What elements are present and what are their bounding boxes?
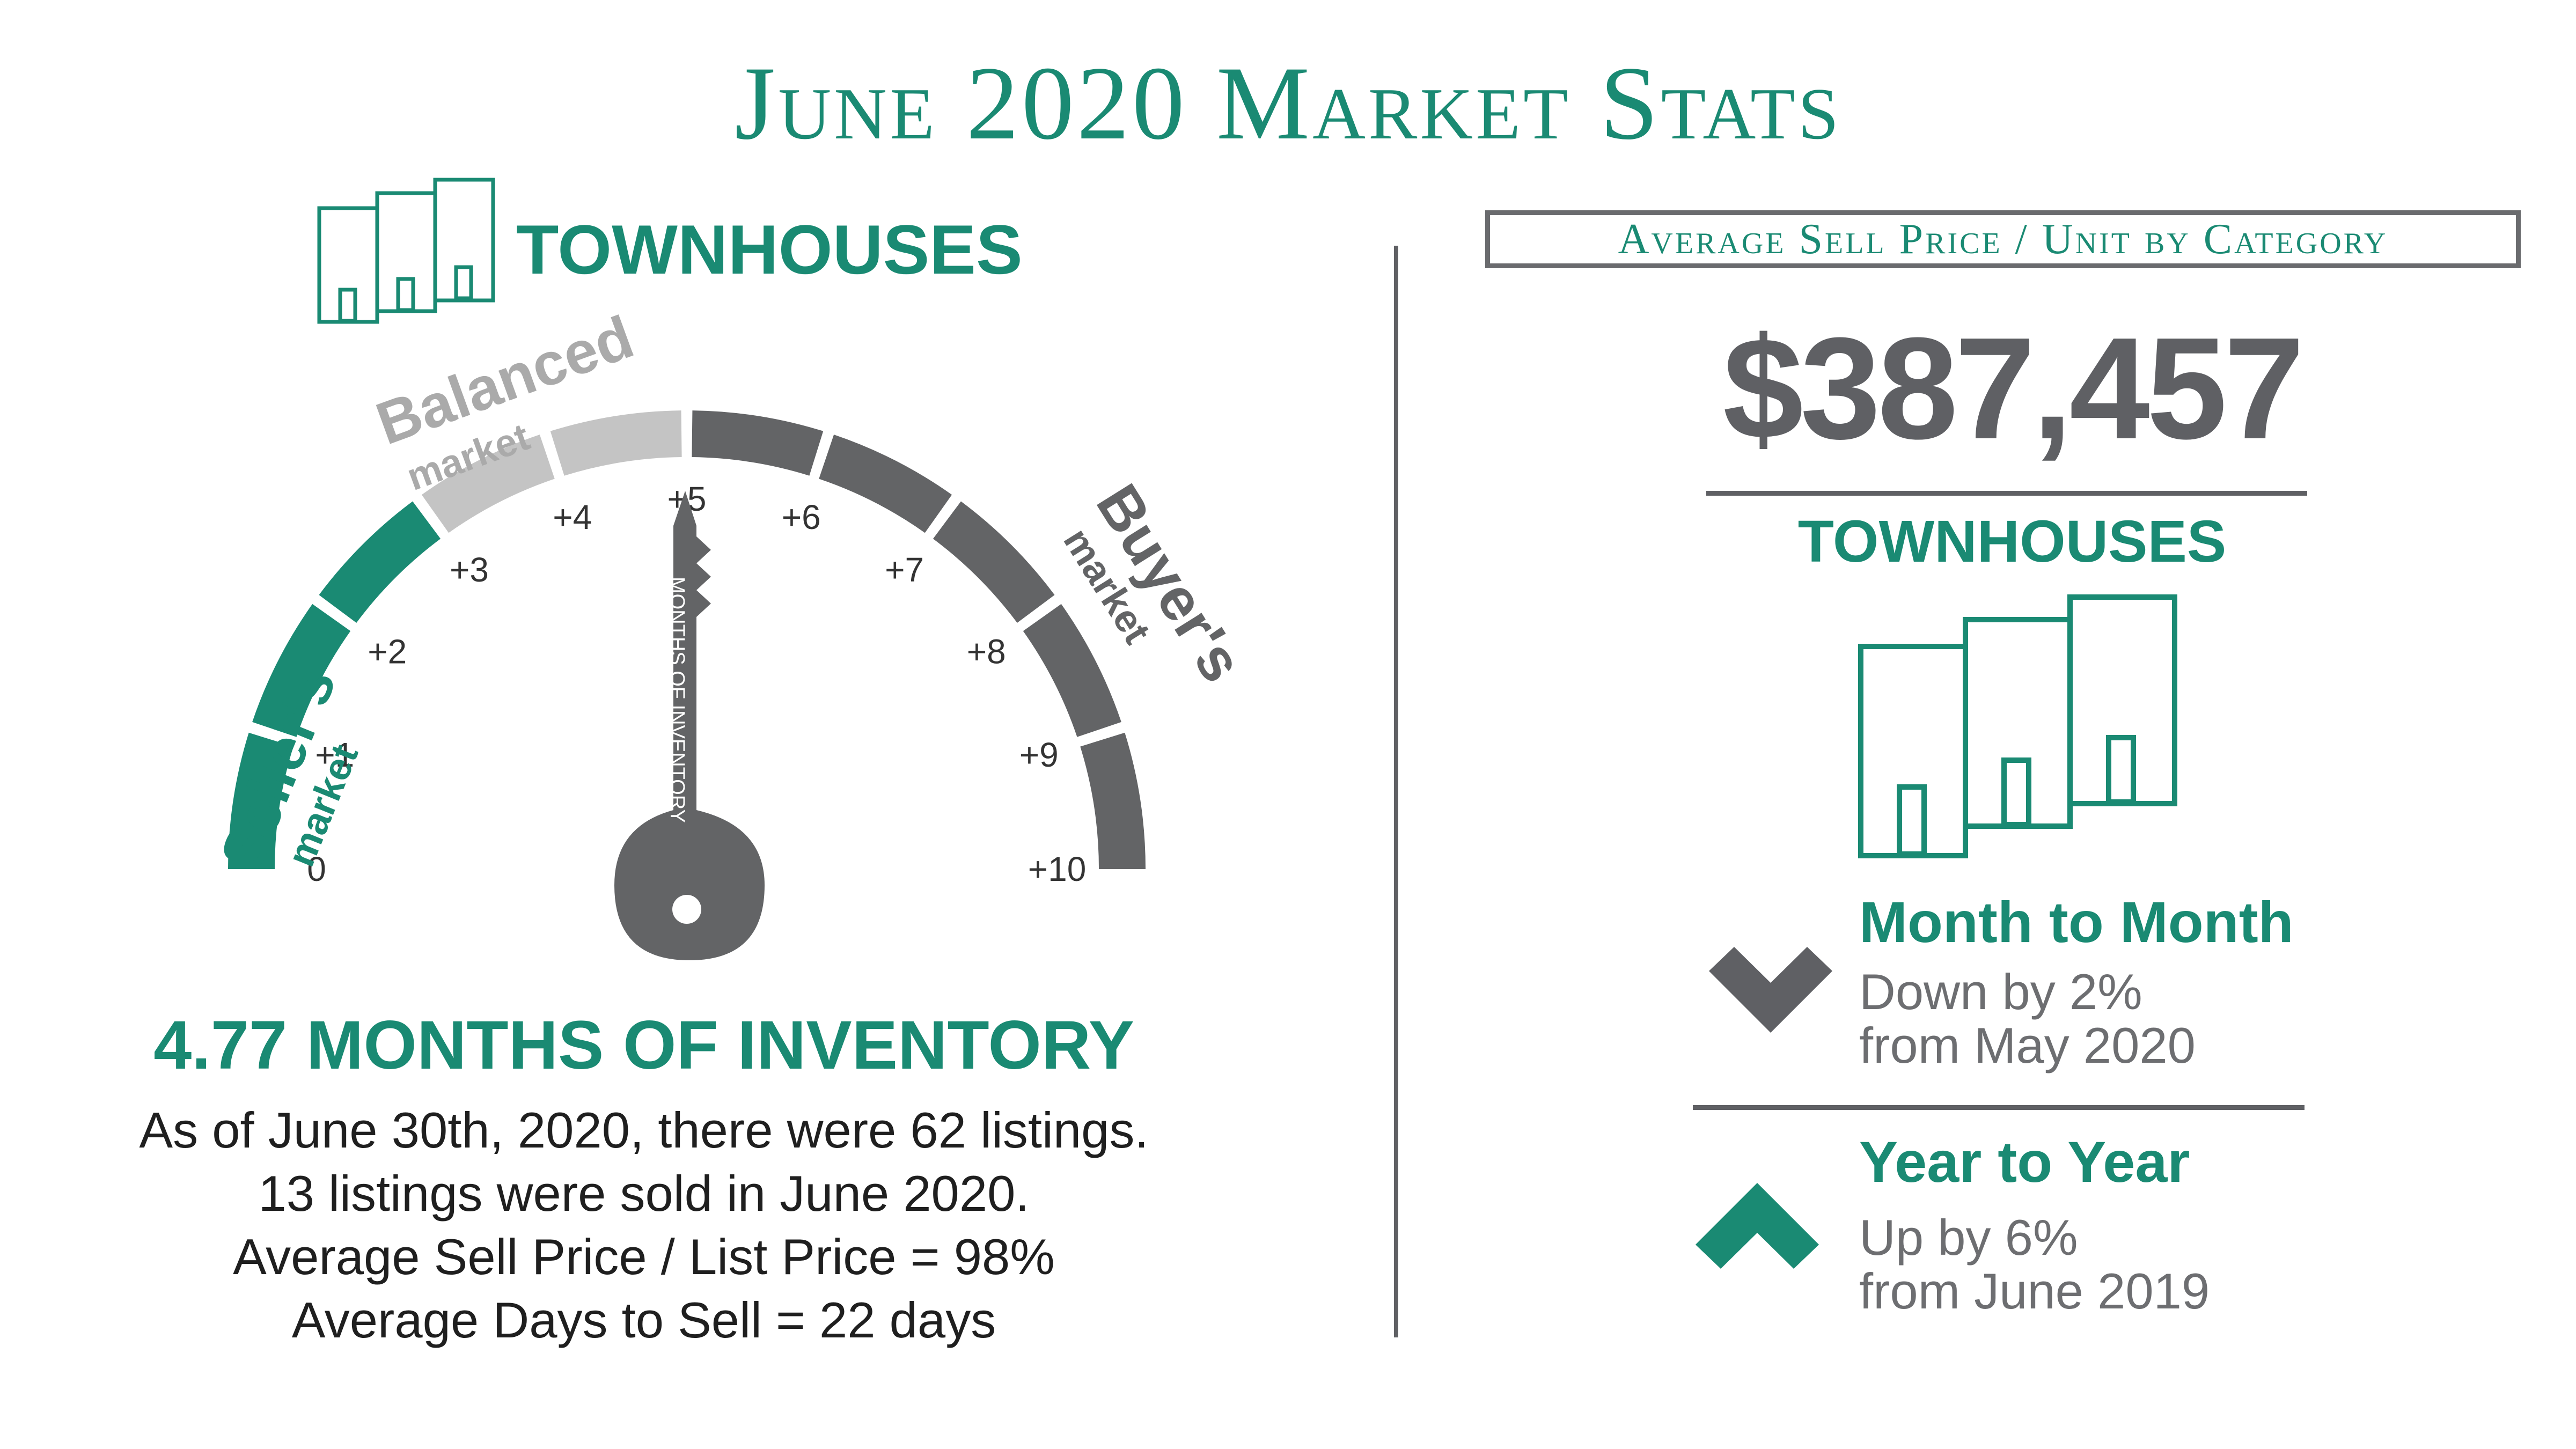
inventory-line-2: 13 listings were sold in June 2020.	[258, 1165, 1030, 1222]
year-to-year-title: Year to Year	[1859, 1129, 2190, 1194]
chevron-up-icon	[1696, 1183, 1819, 1269]
month-to-month-period: from May 2020	[1859, 1017, 2196, 1073]
gauge-segment-9	[1023, 604, 1121, 737]
left-category-label: TOWNHOUSES	[516, 210, 1023, 289]
inventory-gauge: 0+1+2+3+4+5+6+7+8+9+10 Seller's market B…	[207, 303, 1256, 960]
gauge-tick-label: +9	[1019, 735, 1059, 774]
gauge-segment-10	[1080, 732, 1146, 869]
category-box-label: Average Sell Price / Unit by Category	[1618, 216, 2388, 263]
gauge-tick-label: +3	[450, 550, 489, 589]
gauge-segment-8	[933, 501, 1055, 623]
gauge-tick-label: +8	[967, 632, 1006, 671]
gauge-segment-7	[819, 435, 952, 533]
gauge-tick-label: +10	[1028, 850, 1087, 888]
key-value: 4.77M	[710, 622, 758, 741]
gauge-segment-2	[252, 604, 351, 737]
gauge-segment-3	[319, 501, 441, 623]
inventory-headline: 4.77 MONTHS OF INVENTORY	[153, 1007, 1134, 1084]
right-category-label: TOWNHOUSES	[1797, 509, 2227, 575]
average-price: $387,457	[1722, 308, 2305, 469]
inventory-line-4: Average Days to Sell = 22 days	[291, 1292, 996, 1348]
gauge-segment-5	[550, 410, 682, 476]
gauge-segment-6	[692, 410, 824, 476]
gauge-tick-label: +1	[315, 735, 354, 774]
key-icon	[614, 491, 765, 960]
month-to-month-title: Month to Month	[1859, 889, 2294, 954]
gauge-tick-label: +6	[782, 498, 821, 536]
gauge-tick-label: +4	[553, 498, 592, 536]
key-label: MONTHS OF INVENTORY	[666, 577, 688, 823]
inventory-line-1: As of June 30th, 2020, there were 62 lis…	[139, 1102, 1149, 1158]
month-to-month-change: Down by 2%	[1859, 963, 2142, 1020]
townhouse-buildings-icon	[1858, 594, 2177, 858]
trend-divider	[1693, 1105, 2305, 1110]
column-divider	[1394, 246, 1398, 1337]
gauge-segment-4	[421, 435, 555, 533]
inventory-line-3: Average Sell Price / List Price = 98%	[233, 1229, 1055, 1285]
year-to-year-change: Up by 6%	[1859, 1209, 2078, 1266]
gauge-tick-label: 0	[307, 850, 326, 888]
category-box: Average Sell Price / Unit by Category	[1485, 210, 2521, 268]
chevron-down-icon	[1709, 947, 1832, 1033]
year-to-year-period: from June 2019	[1859, 1263, 2210, 1319]
gauge-tick-label: +7	[885, 550, 924, 589]
price-divider	[1706, 491, 2307, 496]
page-title: June 2020 Market Stats	[734, 45, 1842, 161]
gauge-tick-label: +2	[368, 632, 407, 671]
gauge-segment-1	[228, 732, 293, 869]
townhouse-buildings-icon	[317, 178, 495, 324]
